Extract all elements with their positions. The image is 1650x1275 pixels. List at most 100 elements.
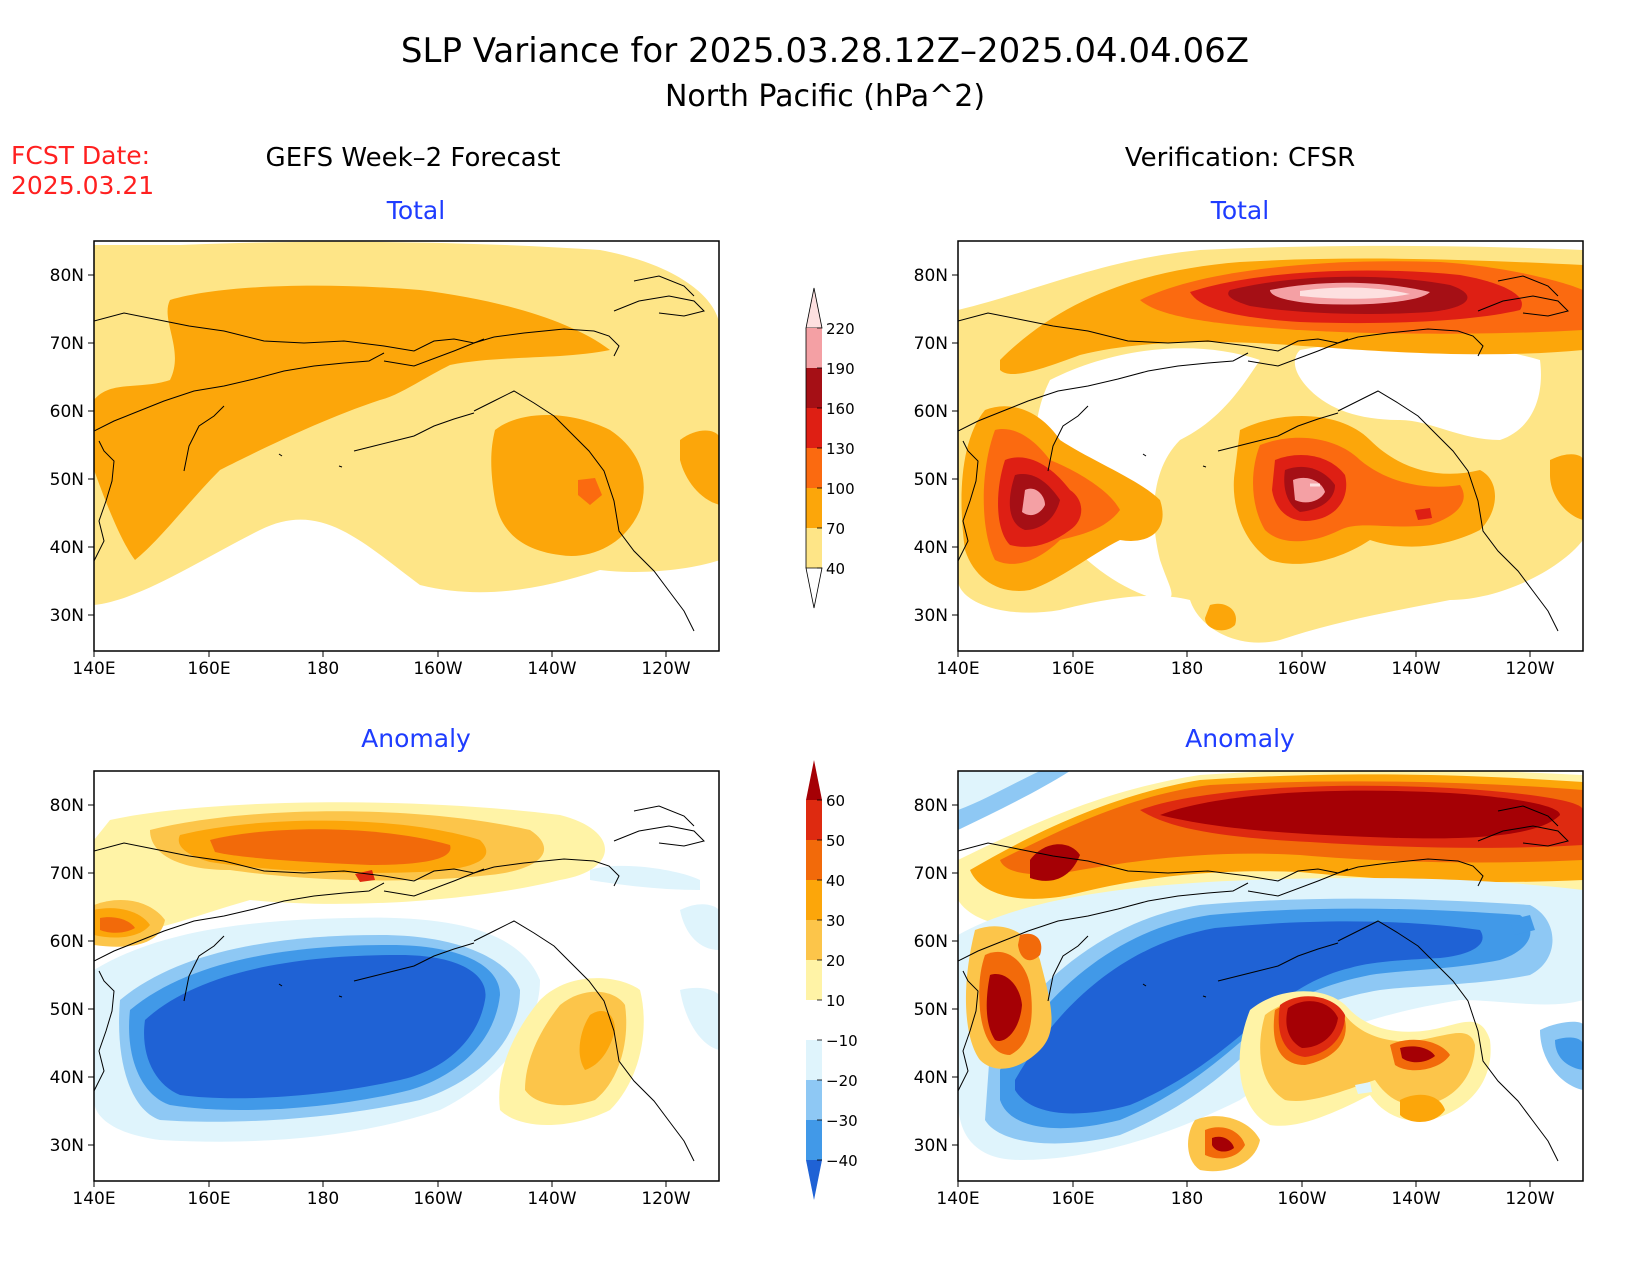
axes-layer: 80N 70N 60N 50N 40N 30N 140E 160E 180 160W 140W 120… [50,266,1555,1209]
colorbar-anomaly-swatch [806,960,822,1000]
lat-label: 80N [914,796,948,816]
lat-label: 60N [914,402,948,422]
lon-label: 140W [527,1189,576,1209]
lon-label: 160E [1051,1189,1094,1209]
lat-label: 80N [50,796,84,816]
panel-title-anomaly-right: Anomaly [1185,724,1295,753]
lat-label: 70N [50,864,84,884]
lat-label: 30N [50,1136,84,1156]
colorbar-total-swatch [805,287,823,329]
colorbar-total-label: 160 [826,400,855,418]
map-panel-cfsr-anomaly [957,770,1584,1182]
colorbar-anomaly-label: 50 [826,832,845,850]
lon-label: 120W [641,659,690,679]
panel-title-total-right: Total [1210,196,1269,225]
lat-label: 70N [914,864,948,884]
lon-label: 140E [936,1189,979,1209]
colorbar-total-label: 130 [826,440,855,458]
lon-label: 160E [1051,659,1094,679]
lat-label: 60N [50,402,84,422]
lat-label: 60N [914,932,948,952]
lon-label: 140E [72,1189,115,1209]
lon-label: 120W [1505,659,1554,679]
lat-label: 30N [914,606,948,626]
colorbar-anomaly-label: 30 [826,912,845,930]
colorbar-anomaly-swatch [806,760,822,800]
fcst-date-label: FCST Date: [11,141,150,170]
colorbar-anomaly-label: 40 [826,872,845,890]
colorbar-anomaly-swatch [806,840,822,880]
colorbar-anomaly-swatch [806,800,822,840]
lat-label: 30N [50,606,84,626]
colorbar-total-label: 100 [826,480,855,498]
lat-label: 50N [50,1000,84,1020]
colorbar-total-swatch [806,328,822,368]
colorbar-anomaly-label: −30 [826,1112,858,1130]
colorbar-anomaly-swatch [806,1000,822,1040]
lon-label: 140W [1391,1189,1440,1209]
colorbar-total-label: 70 [826,520,845,538]
colorbar-anomaly-label: −40 [826,1152,858,1170]
colorbar-anomaly-swatch [806,1160,822,1200]
colorbar-total-swatch [806,448,822,488]
colorbar-anomaly-swatch [806,1120,822,1160]
lon-label: 140E [72,659,115,679]
lat-label: 50N [50,470,84,490]
lon-label: 160E [187,659,230,679]
lat-label: 70N [50,334,84,354]
lon-label: 120W [1505,1189,1554,1209]
left-column-title: GEFS Week–2 Forecast [266,143,561,173]
colorbar-anomaly-swatch [806,1040,822,1080]
lat-label: 30N [914,1136,948,1156]
lon-label: 140E [936,659,979,679]
colorbar-anomaly-swatch [806,920,822,960]
lon-label: 140W [527,659,576,679]
colorbar-total-swatch [806,408,822,448]
colorbar-total-label: 220 [826,320,855,338]
colorbar-anomaly: 60 50 40 30 20 10 −10 −20 −30 −40 [806,760,858,1200]
lat-label: 40N [50,1068,84,1088]
lon-label: 160E [187,1189,230,1209]
colorbar-total-label: 190 [826,360,855,378]
panel-title-total-left: Total [386,196,445,225]
lon-label: 180 [307,659,339,679]
map-panel-cfsr-total [957,240,1584,652]
colorbar-anomaly-label: 60 [826,792,845,810]
lon-label: 180 [1171,659,1203,679]
colorbar-total-swatch [806,368,822,408]
colorbar-anomaly-label: 10 [826,992,845,1010]
colorbar-total-label: 40 [826,560,845,578]
lat-label: 50N [914,470,948,490]
colorbar-total-swatch [806,528,822,568]
lon-label: 160W [413,1189,462,1209]
fcst-date-value: 2025.03.21 [11,171,154,200]
lat-label: 80N [914,266,948,286]
main-title-line1: SLP Variance for 2025.03.28.12Z–2025.04.… [401,31,1249,71]
map-panel-gefs-total [93,240,720,652]
right-column-title: Verification: CFSR [1125,143,1355,173]
lat-label: 40N [50,538,84,558]
lat-label: 40N [914,1068,948,1088]
lat-label: 70N [914,334,948,354]
lon-label: 180 [307,1189,339,1209]
main-title-line2: North Pacific (hPa^2) [665,79,985,114]
lon-label: 160W [1277,1189,1326,1209]
colorbar-anomaly-label: −10 [826,1032,858,1050]
colorbar-total: 220 190 160 130 100 70 40 [805,287,855,609]
colorbar-anomaly-swatch [806,880,822,920]
map-panel-gefs-anomaly [93,770,720,1182]
lon-label: 160W [1277,659,1326,679]
lat-label: 60N [50,932,84,952]
lon-label: 140W [1391,659,1440,679]
panel-title-anomaly-left: Anomaly [361,724,471,753]
lat-label: 80N [50,266,84,286]
lat-label: 40N [914,538,948,558]
colorbar-total-swatch [806,488,822,528]
lon-label: 160W [413,659,462,679]
lon-label: 120W [641,1189,690,1209]
colorbar-anomaly-label: 20 [826,952,845,970]
colorbar-anomaly-swatch [806,1080,822,1120]
lon-label: 180 [1171,1189,1203,1209]
colorbar-anomaly-label: −20 [826,1072,858,1090]
